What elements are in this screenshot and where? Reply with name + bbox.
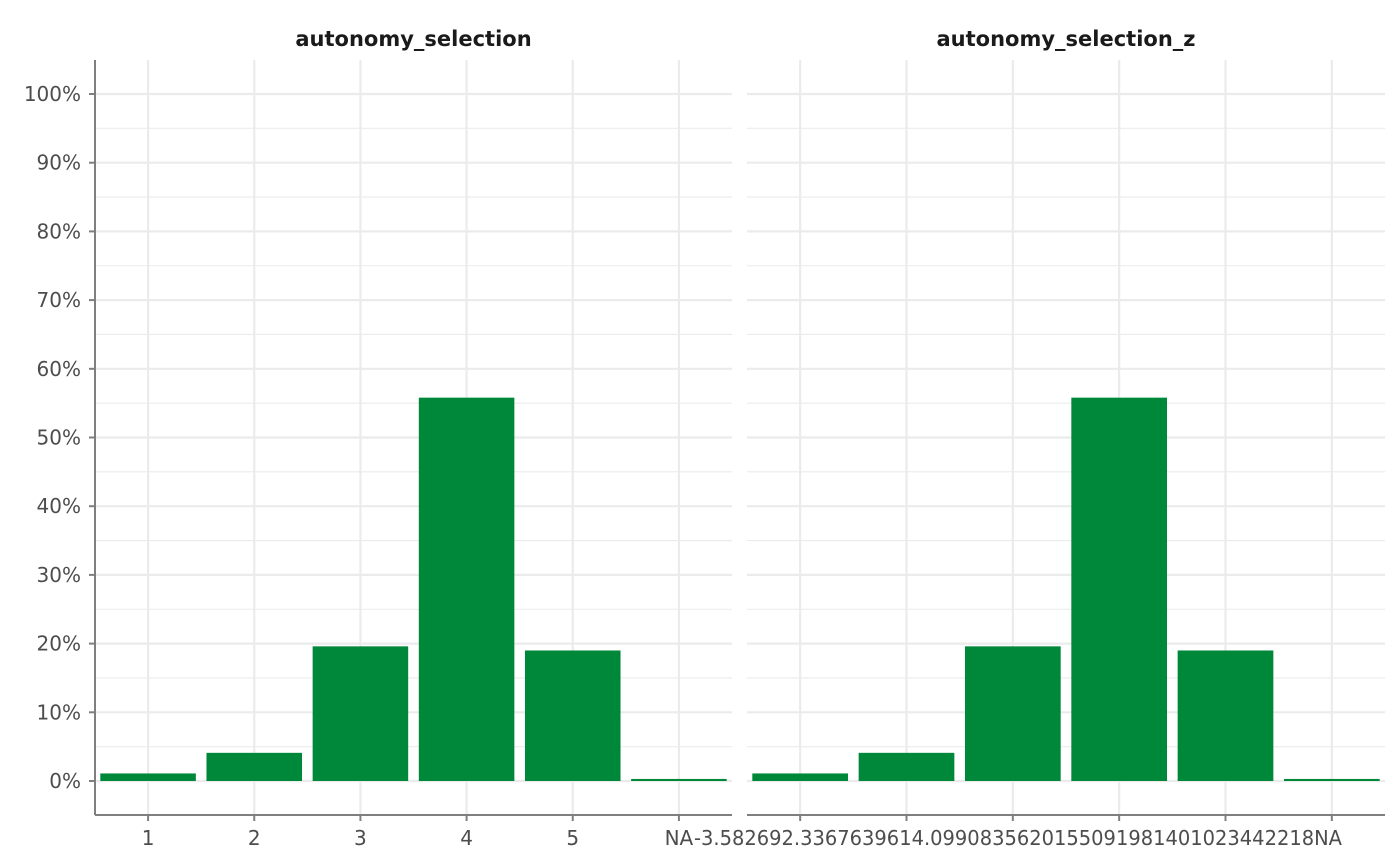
- panel-title: autonomy_selection: [295, 27, 531, 51]
- bar: [1177, 650, 1274, 781]
- bar: [752, 773, 849, 781]
- bar: [206, 752, 303, 781]
- y-tick-label: 10%: [37, 700, 81, 724]
- x-tick-label: 3: [354, 826, 367, 850]
- x-tick-label-overlap: -3.582692.3367639614.0990835620155091981…: [694, 826, 1342, 850]
- y-tick-label: 80%: [37, 219, 81, 243]
- y-tick-label: 100%: [24, 82, 81, 106]
- bar: [964, 646, 1061, 781]
- x-tick-label: 5: [566, 826, 579, 850]
- panel-autonomy-selection: autonomy_selection 1 2 3 4 5 NA: [95, 27, 732, 850]
- x-tick-label: NA: [665, 826, 694, 850]
- bar: [100, 773, 196, 781]
- y-tick-label: 20%: [37, 632, 81, 656]
- y-tick-label: 0%: [49, 769, 81, 793]
- bar: [418, 397, 515, 781]
- panel-title: autonomy_selection_z: [936, 27, 1195, 51]
- bar: [1071, 397, 1168, 781]
- y-axis: 0% 10% 20% 30% 40% 50% 60% 70% 80% 90% 100%: [24, 60, 96, 815]
- y-tick-label: 30%: [37, 563, 81, 587]
- y-tick-label: 50%: [37, 426, 81, 450]
- x-tick-label: 4: [460, 826, 473, 850]
- bar: [312, 646, 409, 781]
- x-tick-label: 1: [142, 826, 155, 850]
- y-tick-label: 90%: [37, 151, 81, 175]
- bar: [631, 778, 727, 781]
- panel-autonomy-selection-z: autonomy_selection_z: [747, 27, 1385, 821]
- y-tick-label: 60%: [37, 357, 81, 381]
- bar: [524, 650, 621, 781]
- bar: [1283, 778, 1380, 781]
- y-tick-label: 70%: [37, 288, 81, 312]
- y-tick-label: 40%: [37, 494, 81, 518]
- bar: [858, 752, 955, 781]
- x-tick-label: 2: [248, 826, 261, 850]
